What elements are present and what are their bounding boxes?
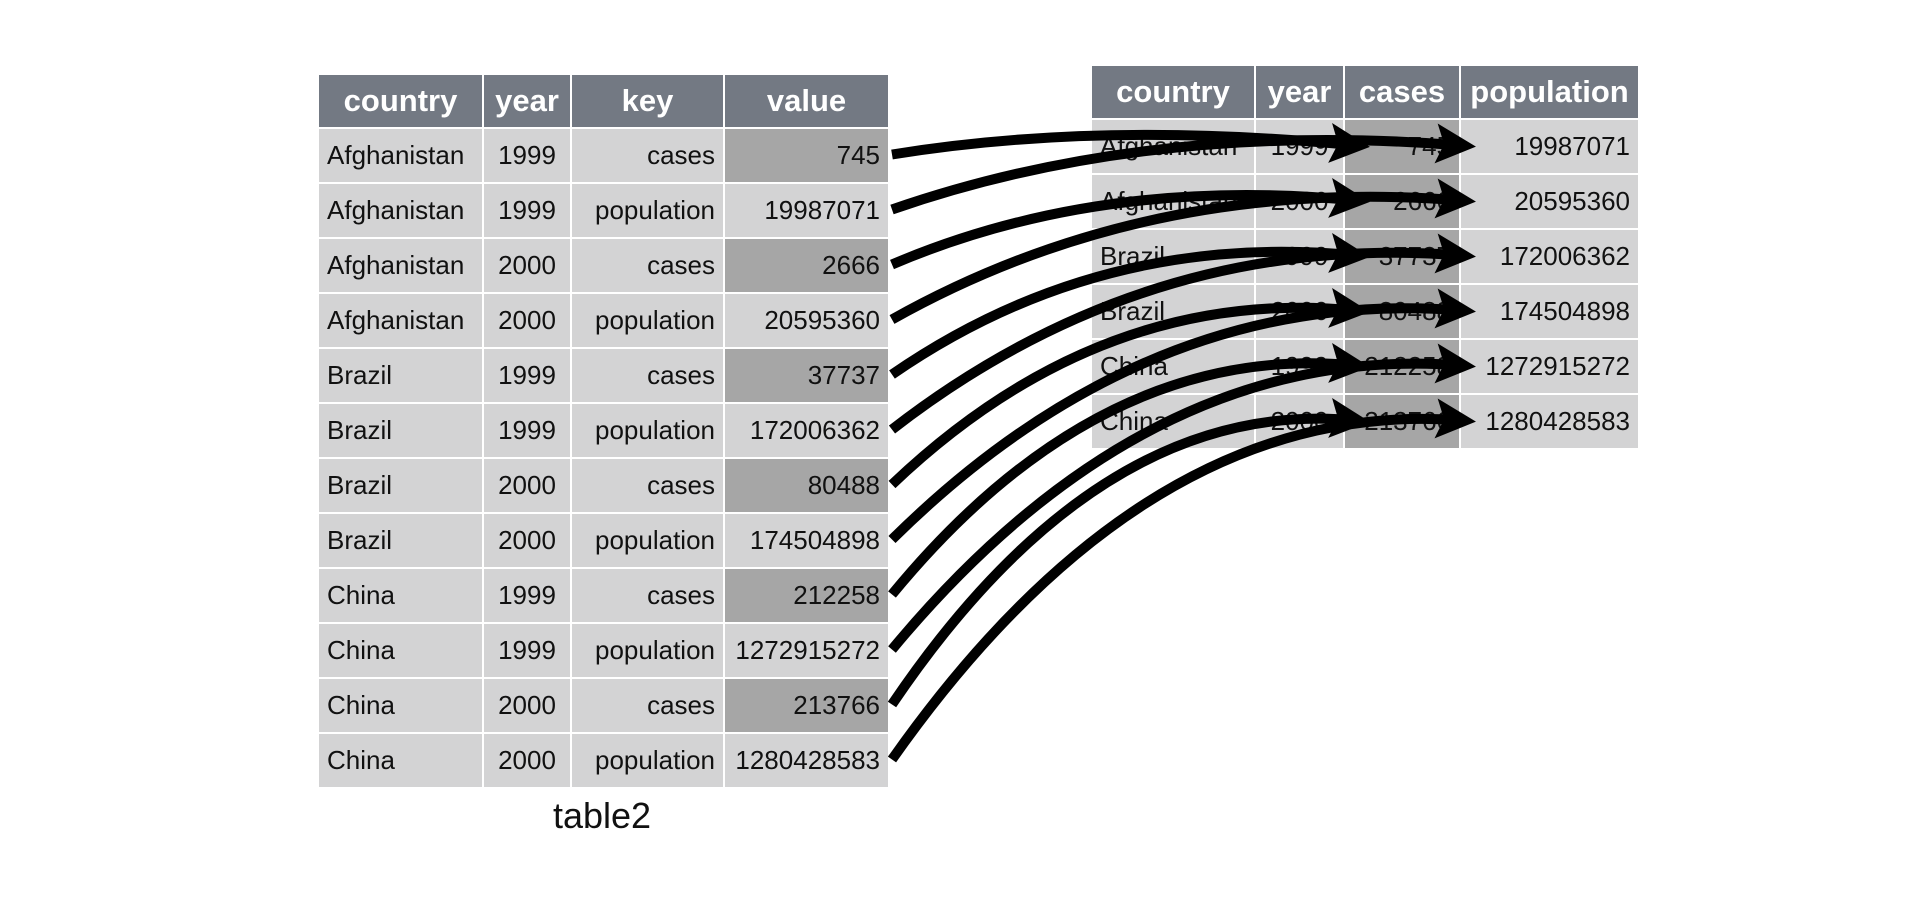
header-cell: country xyxy=(1090,64,1256,120)
cell: 1272915272 xyxy=(723,622,890,679)
arrow xyxy=(889,178,1476,324)
cell: 2000 xyxy=(482,457,572,514)
cell: 19987071 xyxy=(1459,118,1640,175)
cell: 2000 xyxy=(482,512,572,569)
header-cell: year xyxy=(1254,64,1345,120)
cell: 172006362 xyxy=(723,402,890,459)
cell: China xyxy=(317,732,484,789)
header-cell: value xyxy=(723,73,890,129)
row: Afghanistan 2000 cases 2666 xyxy=(317,237,890,294)
cell: 20595360 xyxy=(723,292,890,349)
cell: Afghanistan xyxy=(317,292,484,349)
cell: China xyxy=(317,622,484,679)
cell: cases xyxy=(570,127,725,184)
row: China 2000 cases 213766 xyxy=(317,677,890,734)
arrow xyxy=(888,343,1476,653)
cell: 2000 xyxy=(482,292,572,349)
header-cell: country xyxy=(317,73,484,129)
cell: 19987071 xyxy=(723,182,890,239)
arrow xyxy=(888,233,1476,434)
cell: Afghanistan xyxy=(317,237,484,294)
row: Afghanistan 1999 cases 745 xyxy=(317,127,890,184)
cell: 745 xyxy=(723,127,890,184)
cell: cases xyxy=(570,567,725,624)
arrow xyxy=(888,288,1476,544)
cell: 2000 xyxy=(482,237,572,294)
cell: China xyxy=(317,567,484,624)
row: Brazil 2000 cases 80488 xyxy=(317,457,890,514)
header-cell: key xyxy=(570,73,725,129)
arrow xyxy=(887,398,1370,708)
cell: Brazil xyxy=(317,512,484,569)
cell: population xyxy=(570,622,725,679)
header-cell: year xyxy=(482,73,572,129)
cell: population xyxy=(570,292,725,349)
cell: cases xyxy=(570,237,725,294)
cell: 2666 xyxy=(723,237,890,294)
arrow xyxy=(888,288,1370,489)
cell: Brazil xyxy=(317,347,484,404)
cell: 2000 xyxy=(482,677,572,734)
row: China 2000 population 1280428583 xyxy=(317,732,890,789)
cell: 1999 xyxy=(482,567,572,624)
cell: population xyxy=(570,732,725,789)
row: China 1999 population 1272915272 xyxy=(317,622,890,679)
cell: Brazil xyxy=(317,457,484,514)
cell: 1999 xyxy=(482,127,572,184)
cell: 1999 xyxy=(482,347,572,404)
cell: cases xyxy=(570,347,725,404)
cell: 174504898 xyxy=(723,512,890,569)
arrow xyxy=(890,123,1476,215)
cell: China xyxy=(317,677,484,734)
header-row: country year cases population xyxy=(1090,64,1640,120)
cell: Brazil xyxy=(317,402,484,459)
cell: 212258 xyxy=(723,567,890,624)
cell: Afghanistan xyxy=(317,182,484,239)
arrow xyxy=(887,398,1476,763)
row: Brazil 2000 population 174504898 xyxy=(317,512,890,569)
cell: 213766 xyxy=(723,677,890,734)
arrow xyxy=(889,233,1370,379)
header-cell: population xyxy=(1459,64,1640,120)
cell: population xyxy=(570,402,725,459)
row: Brazil 1999 cases 37737 xyxy=(317,347,890,404)
row: Brazil 1999 population 172006362 xyxy=(317,402,890,459)
cell: population xyxy=(570,512,725,569)
header-row: country year key value xyxy=(317,73,890,129)
table2: country year key value Afghanistan 1999 cases 7… xyxy=(317,73,890,789)
cell: 2000 xyxy=(482,732,572,789)
cell: 20595360 xyxy=(1459,173,1640,230)
cell: 1999 xyxy=(482,182,572,239)
cell: Afghanistan xyxy=(317,127,484,184)
cell: 1999 xyxy=(482,622,572,679)
cell: population xyxy=(570,182,725,239)
cell: 80488 xyxy=(723,457,890,514)
arrow xyxy=(888,343,1370,598)
cell: cases xyxy=(570,457,725,514)
cell: 1280428583 xyxy=(723,732,890,789)
row: Afghanistan 2000 population 20595360 xyxy=(317,292,890,349)
row: Afghanistan 1999 population 19987071 xyxy=(317,182,890,239)
header-cell: cases xyxy=(1343,64,1461,120)
cell: 1999 xyxy=(482,402,572,459)
cell: 37737 xyxy=(723,347,890,404)
cell: 172006362 xyxy=(1459,228,1640,285)
cell: cases xyxy=(570,677,725,734)
caption: table2 xyxy=(552,795,652,836)
row: China 1999 cases 212258 xyxy=(317,567,890,624)
